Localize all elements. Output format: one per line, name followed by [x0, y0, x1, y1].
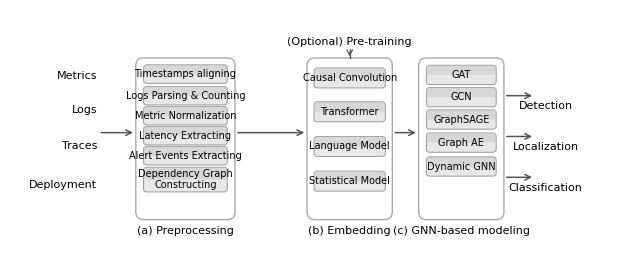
- Text: Dynamic GNN: Dynamic GNN: [427, 162, 495, 172]
- FancyBboxPatch shape: [426, 88, 496, 107]
- Text: Statistical Model: Statistical Model: [309, 176, 390, 186]
- FancyBboxPatch shape: [426, 157, 496, 166]
- Text: GraphSAGE: GraphSAGE: [433, 115, 490, 125]
- Text: Classification: Classification: [509, 183, 582, 193]
- FancyBboxPatch shape: [314, 102, 385, 112]
- Text: GCN: GCN: [451, 92, 472, 102]
- FancyBboxPatch shape: [136, 58, 235, 220]
- FancyBboxPatch shape: [426, 88, 496, 97]
- Text: Logs Parsing & Counting: Logs Parsing & Counting: [125, 91, 245, 101]
- FancyBboxPatch shape: [314, 102, 385, 122]
- Text: Timestamps aligning: Timestamps aligning: [134, 69, 236, 79]
- FancyBboxPatch shape: [143, 65, 227, 83]
- Text: Localization: Localization: [513, 142, 579, 152]
- FancyBboxPatch shape: [143, 65, 227, 74]
- FancyBboxPatch shape: [143, 86, 227, 105]
- FancyBboxPatch shape: [426, 65, 496, 85]
- FancyBboxPatch shape: [426, 133, 496, 143]
- FancyBboxPatch shape: [314, 171, 385, 191]
- FancyBboxPatch shape: [143, 147, 227, 156]
- FancyBboxPatch shape: [143, 86, 227, 96]
- Text: Detection: Detection: [518, 101, 573, 111]
- FancyBboxPatch shape: [426, 157, 496, 176]
- FancyBboxPatch shape: [143, 107, 227, 116]
- Text: Language Model: Language Model: [309, 141, 390, 151]
- Text: Logs: Logs: [72, 105, 97, 115]
- Text: (b) Embedding: (b) Embedding: [308, 226, 391, 236]
- Text: Latency Extracting: Latency Extracting: [140, 131, 232, 141]
- Text: GAT: GAT: [452, 70, 471, 80]
- FancyBboxPatch shape: [314, 137, 385, 156]
- Text: (a) Preprocessing: (a) Preprocessing: [137, 226, 234, 236]
- Text: Causal Convolution: Causal Convolution: [303, 73, 397, 83]
- Text: (Optional) Pre-training: (Optional) Pre-training: [287, 37, 412, 47]
- Text: Dependency Graph
Constructing: Dependency Graph Constructing: [138, 169, 233, 191]
- Text: Metric Normalization: Metric Normalization: [134, 111, 236, 121]
- FancyBboxPatch shape: [143, 167, 227, 180]
- FancyBboxPatch shape: [143, 127, 227, 145]
- FancyBboxPatch shape: [143, 107, 227, 125]
- Text: Alert Events Extracting: Alert Events Extracting: [129, 151, 242, 161]
- Text: Traces: Traces: [61, 141, 97, 151]
- Text: Transformer: Transformer: [321, 107, 379, 117]
- FancyBboxPatch shape: [426, 133, 496, 152]
- FancyBboxPatch shape: [314, 171, 385, 181]
- FancyBboxPatch shape: [314, 68, 385, 88]
- FancyBboxPatch shape: [426, 110, 496, 120]
- Text: Deployment: Deployment: [29, 180, 97, 190]
- FancyBboxPatch shape: [143, 147, 227, 165]
- FancyBboxPatch shape: [314, 137, 385, 147]
- FancyBboxPatch shape: [426, 65, 496, 75]
- Text: Graph AE: Graph AE: [438, 138, 484, 148]
- FancyBboxPatch shape: [314, 68, 385, 78]
- FancyBboxPatch shape: [419, 58, 504, 220]
- Text: (c) GNN-based modeling: (c) GNN-based modeling: [393, 226, 530, 236]
- FancyBboxPatch shape: [426, 110, 496, 129]
- FancyBboxPatch shape: [143, 127, 227, 136]
- Text: Metrics: Metrics: [56, 72, 97, 81]
- FancyBboxPatch shape: [307, 58, 392, 220]
- FancyBboxPatch shape: [143, 167, 227, 192]
